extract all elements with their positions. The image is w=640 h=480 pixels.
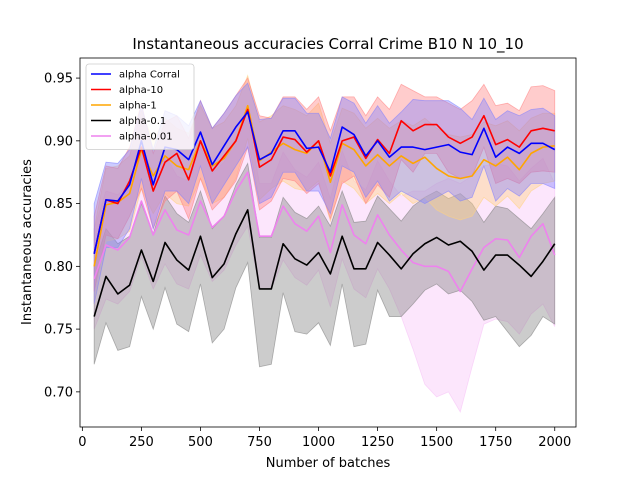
- legend-box: [85, 63, 195, 150]
- y-tick-label: 0.90: [44, 134, 73, 149]
- y-tick-label: 0.75: [44, 323, 73, 338]
- y-axis-label: Instantaneous accuracies: [20, 159, 35, 325]
- band-alpha-0-01: [93, 117, 556, 413]
- y-axis-ticks: 0.70 0.75 0.80 0.85 0.90 0.95: [44, 72, 80, 400]
- x-tick-label: 2000: [538, 435, 571, 450]
- y-tick-label: 0.80: [44, 260, 73, 275]
- x-tick-label: 1250: [361, 435, 394, 450]
- y-tick-label: 0.85: [44, 197, 73, 212]
- y-tick-label: 0.70: [44, 385, 73, 400]
- legend-label-alpha-0-1: alpha-0.1: [119, 116, 166, 127]
- x-tick-label: 750: [247, 435, 272, 450]
- legend-label-alpha-10: alpha-10: [119, 85, 163, 96]
- x-tick-label: 500: [188, 435, 213, 450]
- y-tick-label: 0.95: [44, 72, 73, 87]
- legend-label-alpha-1: alpha-1: [119, 101, 157, 112]
- legend-label-alpha-corral: alpha Corral: [119, 70, 180, 81]
- axes-frame: [79, 57, 577, 428]
- x-tick-label: 250: [129, 435, 154, 450]
- chart-title: Instantaneous accuracies Corral Crime B1…: [132, 35, 523, 54]
- series-line-alpha-0-1: [93, 209, 556, 317]
- legend-label-alpha-0-01: alpha-0.01: [119, 132, 173, 143]
- x-tick-label: 1500: [420, 435, 453, 450]
- x-tick-label: 1000: [302, 435, 335, 450]
- band-alpha-corral: [93, 82, 556, 305]
- band-alpha-0-1: [93, 162, 556, 368]
- x-axis-label: Number of batches: [266, 456, 391, 471]
- confidence-bands: [93, 74, 556, 413]
- series-line-alpha-1: [93, 104, 555, 267]
- x-tick-label: 1750: [479, 435, 512, 450]
- series-line-alpha-0-01: [93, 171, 556, 293]
- x-axis-ticks: 0 250 500 750 1000 1250 1500 1750 2000: [78, 427, 571, 450]
- x-tick-label: 0: [78, 435, 86, 450]
- legend: alpha Corral alpha-10 alpha-1 alpha-0.1 alph…: [85, 63, 195, 150]
